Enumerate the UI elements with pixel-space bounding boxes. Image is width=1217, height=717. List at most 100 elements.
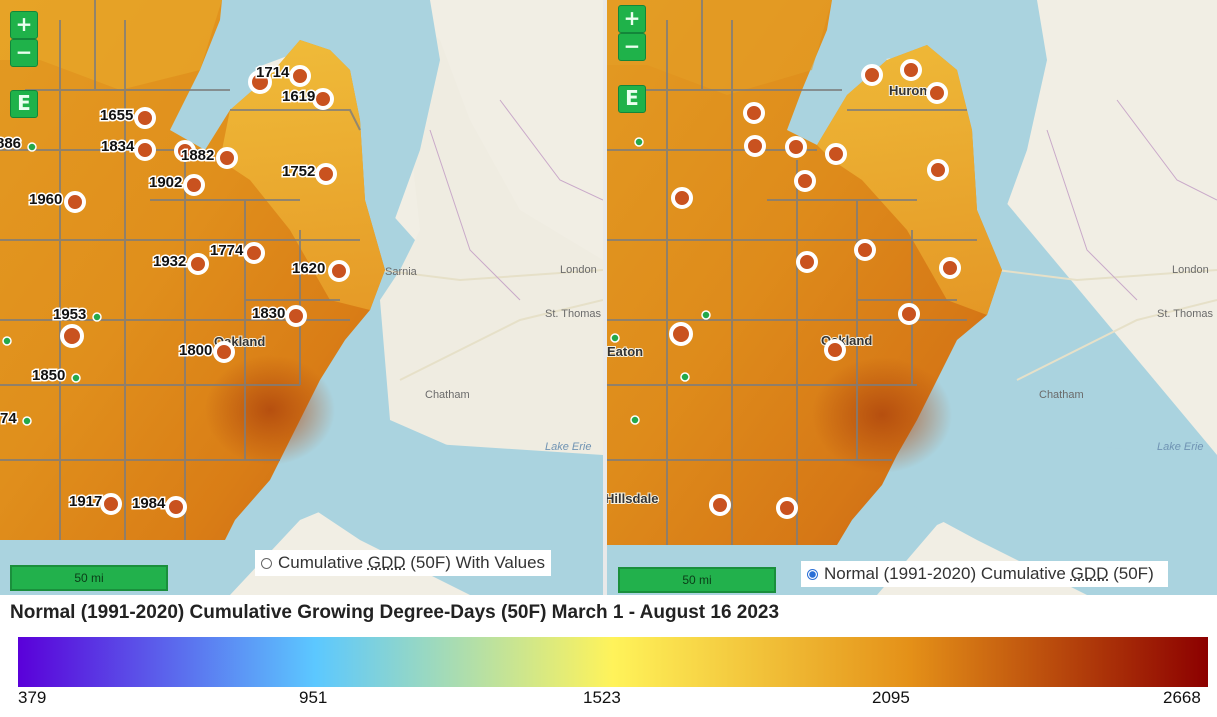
station-value: 1902 bbox=[149, 174, 182, 191]
station-value: 1800 bbox=[179, 342, 212, 359]
layer-radio-left[interactable] bbox=[261, 558, 272, 569]
panel-divider bbox=[603, 0, 607, 595]
station-marker bbox=[248, 70, 272, 94]
station-marker bbox=[2, 336, 12, 346]
station-marker bbox=[671, 187, 693, 209]
station-marker bbox=[709, 494, 731, 516]
station-value: 886 bbox=[0, 135, 21, 152]
station-marker bbox=[701, 310, 711, 320]
layer-label-right: Normal (1991-2020) Cumulative GDD (50F) bbox=[824, 564, 1154, 583]
station-marker bbox=[785, 136, 807, 158]
layer-radio-right[interactable] bbox=[807, 569, 818, 580]
station-marker bbox=[285, 305, 307, 327]
place-hillsdale: Hillsdale bbox=[607, 491, 658, 506]
left-map-canvas: London St. Thomas Chatham Sarnia Lake Er… bbox=[0, 0, 603, 595]
station-value: 1834 bbox=[101, 138, 135, 155]
zoom-extent-button[interactable]: E bbox=[10, 90, 38, 118]
place-chatham-right: Chatham bbox=[1039, 389, 1084, 401]
station-marker bbox=[289, 65, 311, 87]
scale-bar: 50 mi bbox=[10, 565, 168, 591]
station-marker bbox=[92, 312, 102, 322]
station-marker bbox=[213, 341, 235, 363]
station-marker bbox=[794, 170, 816, 192]
zoom-out-button[interactable]: − bbox=[10, 39, 38, 67]
left-map-panel[interactable]: London St. Thomas Chatham Sarnia Lake Er… bbox=[0, 0, 603, 595]
station-markers-right bbox=[610, 59, 961, 519]
station-marker bbox=[71, 373, 81, 383]
map-title: Normal (1991-2020) Cumulative Growing De… bbox=[10, 602, 780, 623]
place-london-right: London bbox=[1172, 264, 1209, 276]
station-value: 74 bbox=[0, 410, 17, 427]
station-markers-left bbox=[2, 65, 350, 518]
station-marker bbox=[939, 257, 961, 279]
station-marker bbox=[680, 372, 690, 382]
station-value: 1850 bbox=[32, 367, 65, 384]
scale-bar-right: 50 mi bbox=[618, 567, 776, 593]
station-marker bbox=[216, 147, 238, 169]
place-st-thomas-right: St. Thomas bbox=[1157, 308, 1214, 320]
station-value-labels: 1714 1619 1655 886 1834 1882 1752 1902 1… bbox=[0, 63, 327, 514]
colorbar-tick: 379 bbox=[18, 688, 47, 707]
station-marker bbox=[60, 324, 84, 348]
station-marker bbox=[610, 333, 620, 343]
layer-label-left: Cumulative GDD (50F) With Values bbox=[278, 553, 546, 572]
station-marker bbox=[854, 239, 876, 261]
colorbar-tick: 951 bbox=[299, 688, 328, 707]
station-marker bbox=[183, 174, 205, 196]
layer-toggle-left[interactable]: Cumulative GDD (50F) With Values bbox=[255, 550, 552, 576]
station-marker bbox=[312, 88, 334, 110]
station-marker bbox=[824, 339, 846, 361]
place-lake-erie-right: Lake Erie bbox=[1157, 441, 1203, 453]
station-marker bbox=[174, 140, 196, 162]
zoom-out-button-right[interactable]: − bbox=[618, 33, 646, 61]
station-value: 1830 bbox=[252, 305, 285, 322]
station-marker bbox=[898, 303, 920, 325]
station-marker bbox=[776, 497, 798, 519]
station-value: 1882 bbox=[181, 147, 214, 164]
place-chatham: Chatham bbox=[425, 389, 470, 401]
station-marker bbox=[796, 251, 818, 273]
station-value: 1620 bbox=[292, 260, 325, 277]
place-london: London bbox=[560, 264, 597, 276]
station-marker bbox=[134, 139, 156, 161]
station-marker bbox=[22, 416, 32, 426]
station-marker bbox=[861, 64, 883, 86]
place-sarnia: Sarnia bbox=[385, 266, 418, 278]
station-marker bbox=[100, 493, 122, 515]
station-value: 1960 bbox=[29, 191, 62, 208]
right-map-panel[interactable]: London St. Thomas Chatham Lake Erie Huro… bbox=[607, 0, 1217, 595]
place-st-thomas: St. Thomas bbox=[545, 308, 602, 320]
station-marker bbox=[64, 191, 86, 213]
station-value: 1655 bbox=[100, 107, 133, 124]
station-marker bbox=[243, 242, 265, 264]
station-marker bbox=[900, 59, 922, 81]
station-marker bbox=[669, 322, 693, 346]
station-value: 1984 bbox=[132, 495, 166, 512]
layer-toggle-right[interactable]: Normal (1991-2020) Cumulative GDD (50F) bbox=[801, 561, 1168, 587]
station-value: 1774 bbox=[210, 242, 244, 259]
station-marker bbox=[165, 496, 187, 518]
zoom-extent-button-right[interactable]: E bbox=[618, 85, 646, 113]
station-marker bbox=[630, 415, 640, 425]
station-marker bbox=[27, 142, 37, 152]
colorbar-tick: 1523 bbox=[583, 688, 621, 707]
place-huron: Huron bbox=[889, 83, 927, 98]
station-value: 1619 bbox=[282, 88, 315, 105]
zoom-in-button-right[interactable]: + bbox=[618, 5, 646, 33]
place-lake-erie: Lake Erie bbox=[545, 441, 591, 453]
station-value: 1752 bbox=[282, 163, 315, 180]
station-value: 1917 bbox=[69, 493, 102, 510]
color-scale-bar bbox=[18, 637, 1208, 687]
zoom-in-button[interactable]: + bbox=[10, 11, 38, 39]
station-marker bbox=[134, 107, 156, 129]
place-eaton: Eaton bbox=[607, 344, 643, 359]
station-marker bbox=[634, 137, 644, 147]
colorbar-tick: 2095 bbox=[872, 688, 910, 707]
right-map-canvas: London St. Thomas Chatham Lake Erie Huro… bbox=[607, 0, 1217, 595]
station-marker bbox=[743, 102, 765, 124]
station-marker bbox=[927, 159, 949, 181]
station-value: 1953 bbox=[53, 306, 86, 323]
station-marker bbox=[926, 82, 948, 104]
station-marker bbox=[187, 253, 209, 275]
station-value: 1714 bbox=[256, 64, 290, 81]
